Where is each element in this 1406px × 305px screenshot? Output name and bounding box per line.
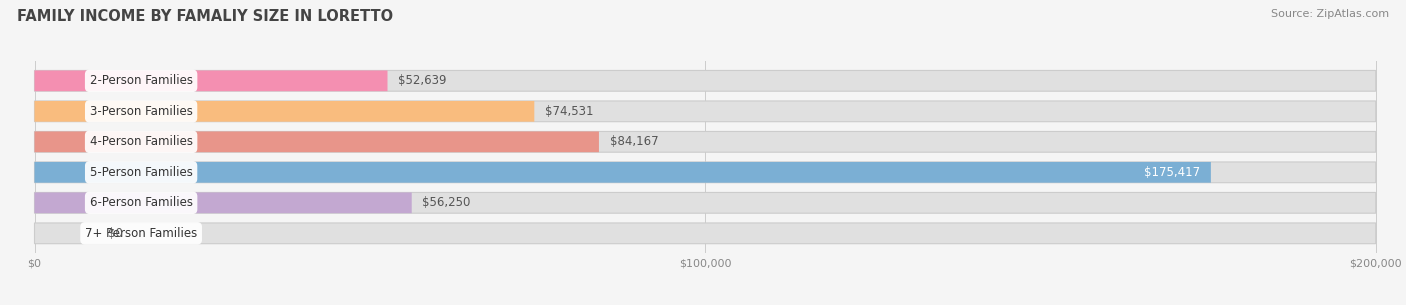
FancyBboxPatch shape — [35, 223, 1375, 244]
Text: $74,531: $74,531 — [546, 105, 593, 118]
Text: 7+ Person Families: 7+ Person Families — [84, 227, 197, 240]
FancyBboxPatch shape — [35, 162, 1375, 183]
FancyBboxPatch shape — [35, 131, 1375, 152]
FancyBboxPatch shape — [35, 162, 1211, 183]
FancyBboxPatch shape — [35, 70, 1375, 91]
Text: $0: $0 — [108, 227, 124, 240]
Text: 2-Person Families: 2-Person Families — [90, 74, 193, 87]
FancyBboxPatch shape — [35, 101, 1375, 122]
Text: 6-Person Families: 6-Person Families — [90, 196, 193, 209]
Text: $84,167: $84,167 — [610, 135, 658, 148]
Text: Source: ZipAtlas.com: Source: ZipAtlas.com — [1271, 9, 1389, 19]
FancyBboxPatch shape — [35, 101, 534, 122]
FancyBboxPatch shape — [35, 70, 388, 91]
Text: FAMILY INCOME BY FAMALIY SIZE IN LORETTO: FAMILY INCOME BY FAMALIY SIZE IN LORETTO — [17, 9, 394, 24]
Text: $56,250: $56,250 — [422, 196, 471, 209]
FancyBboxPatch shape — [35, 192, 1375, 213]
Text: 4-Person Families: 4-Person Families — [90, 135, 193, 148]
Text: 5-Person Families: 5-Person Families — [90, 166, 193, 179]
Text: 3-Person Families: 3-Person Families — [90, 105, 193, 118]
FancyBboxPatch shape — [35, 131, 599, 152]
Text: $175,417: $175,417 — [1144, 166, 1201, 179]
FancyBboxPatch shape — [35, 192, 412, 213]
Text: $52,639: $52,639 — [398, 74, 447, 87]
